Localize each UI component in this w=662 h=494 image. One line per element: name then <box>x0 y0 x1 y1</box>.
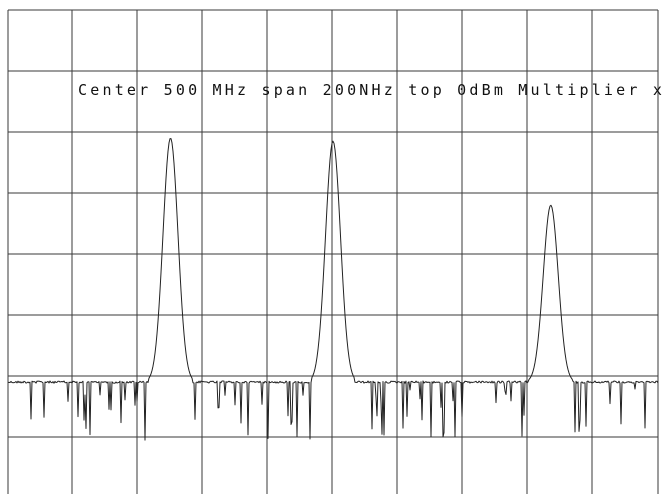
graticule-grid <box>7 9 659 494</box>
settings-annotation: Center 500 MHz span 200NHz top 0dBm Mult… <box>78 81 662 99</box>
spectrum-trace <box>8 138 659 441</box>
